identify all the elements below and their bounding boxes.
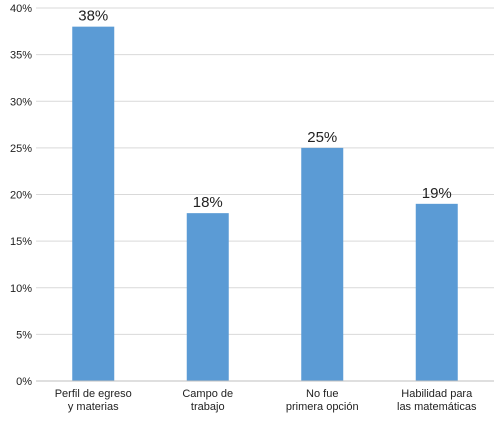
- x-category-label: primera opción: [286, 401, 359, 413]
- x-category-label: Perfil de egreso: [55, 388, 132, 400]
- x-category-label: las matemáticas: [397, 401, 477, 413]
- data-label: 18%: [193, 194, 223, 211]
- data-label: 19%: [422, 185, 452, 202]
- y-axis-ticks: 0% 5% 10% 15% 20% 25% 30% 35% 40%: [10, 3, 32, 388]
- x-category-label: Campo de: [182, 388, 233, 400]
- data-labels: 38% 18% 25% 19%: [78, 8, 452, 211]
- y-tick-label: 40%: [10, 3, 32, 15]
- x-category-label: y materias: [68, 401, 119, 413]
- x-category-label: Habilidad para: [401, 388, 473, 400]
- bar: [301, 147, 344, 381]
- y-tick-label: 30%: [10, 96, 32, 108]
- y-tick-label: 0%: [16, 376, 32, 388]
- y-tick-label: 10%: [10, 283, 32, 295]
- y-tick-label: 15%: [10, 236, 32, 248]
- data-label: 25%: [307, 129, 337, 146]
- x-category-label: trabajo: [191, 401, 225, 413]
- y-tick-label: 5%: [16, 329, 32, 341]
- data-label: 38%: [78, 8, 108, 25]
- y-tick-label: 35%: [10, 50, 32, 62]
- y-tick-label: 25%: [10, 143, 32, 155]
- bars: [72, 26, 458, 382]
- bar: [186, 213, 229, 381]
- bar: [415, 203, 458, 381]
- x-category-label: No fue: [306, 388, 338, 400]
- y-tick-label: 20%: [10, 190, 32, 202]
- bar: [72, 26, 115, 382]
